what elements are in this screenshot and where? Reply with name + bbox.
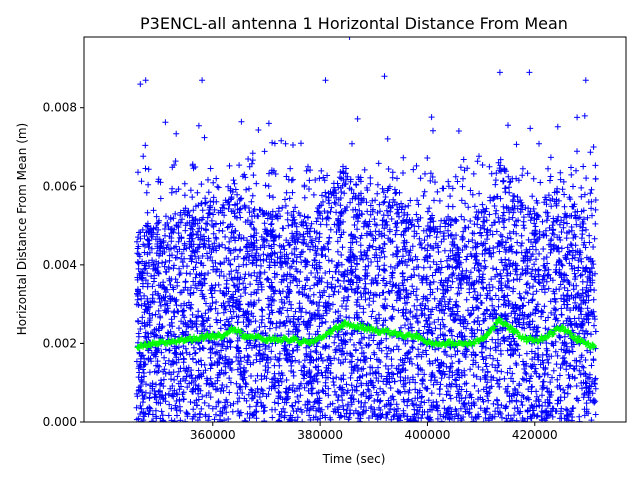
mean-line-point: [341, 320, 348, 327]
y-tick-label: 0.000: [43, 415, 77, 429]
mean-line-point: [381, 328, 388, 335]
plot-frame: [83, 36, 627, 423]
mean-line-point: [156, 340, 163, 347]
mean-line-point: [424, 340, 431, 347]
mean-line-point: [467, 340, 474, 347]
mean-line-point: [327, 328, 334, 335]
y-tick-label: 0.002: [43, 336, 77, 350]
x-tick-label: 400000: [405, 428, 451, 442]
y-tick-label: 0.006: [43, 179, 77, 193]
mean-line-point: [263, 336, 270, 343]
x-axis-label: Time (sec): [322, 452, 386, 466]
mean-line-point: [483, 332, 490, 339]
mean-line-point: [306, 340, 313, 347]
x-tick-label: 360000: [190, 428, 236, 442]
x-tick-label: 420000: [512, 428, 558, 442]
mean-line-point: [413, 332, 420, 339]
mean-line-point: [220, 332, 227, 339]
chart-title: P3ENCL-all antenna 1 Horizontal Distance…: [140, 14, 568, 33]
x-axis: 360000 380000 400000 420000: [190, 422, 558, 442]
y-tick-label: 0.004: [43, 258, 77, 272]
mean-line-point: [523, 336, 530, 343]
mean-line-point: [402, 332, 409, 339]
mean-line-point: [182, 336, 189, 343]
mean-line-point: [445, 340, 452, 347]
mean-line-point: [496, 316, 503, 323]
x-tick-label: 380000: [297, 428, 343, 442]
mean-line-point: [360, 324, 367, 331]
mean-line-point: [228, 324, 235, 331]
y-tick-label: 0.008: [43, 101, 77, 115]
mean-line-point: [209, 332, 216, 339]
mean-line-point: [574, 336, 581, 343]
mean-line-point: [241, 332, 248, 339]
mean-line-point: [290, 336, 297, 343]
mean-line-point: [590, 344, 597, 351]
y-axis-label: Horizontal Distance From Mean (m): [15, 123, 29, 335]
mean-line-point: [510, 328, 517, 335]
mean-line-point: [134, 344, 141, 351]
mean-line-series: [134, 315, 597, 352]
y-axis: 0.000 0.002 0.004 0.006 0.008: [43, 101, 84, 429]
mean-line-point: [537, 336, 544, 343]
mean-line-point: [558, 324, 565, 331]
